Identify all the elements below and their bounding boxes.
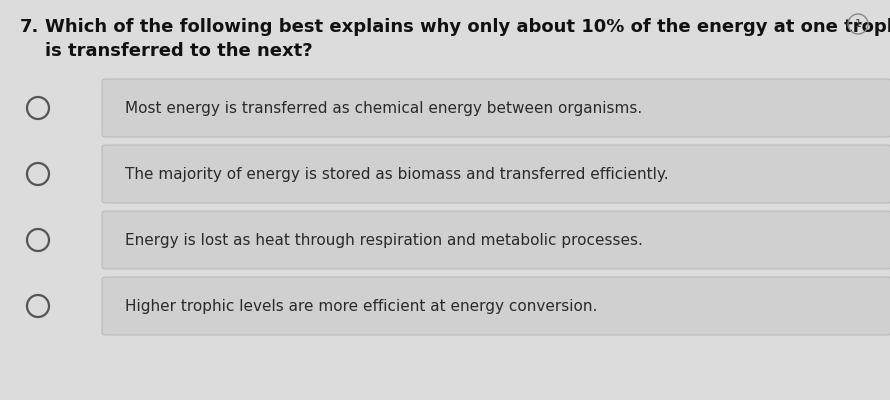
- FancyBboxPatch shape: [102, 79, 890, 137]
- Text: 7.: 7.: [20, 18, 39, 36]
- Text: 1: 1: [854, 19, 862, 29]
- Text: Higher trophic levels are more efficient at energy conversion.: Higher trophic levels are more efficient…: [125, 298, 597, 314]
- FancyBboxPatch shape: [102, 277, 890, 335]
- FancyBboxPatch shape: [102, 145, 890, 203]
- Text: Which of the following best explains why only about 10% of the energy at one tro: Which of the following best explains why…: [45, 18, 890, 36]
- Text: Most energy is transferred as chemical energy between organisms.: Most energy is transferred as chemical e…: [125, 100, 643, 116]
- Text: is transferred to the next?: is transferred to the next?: [45, 42, 312, 60]
- Text: The majority of energy is stored as biomass and transferred efficiently.: The majority of energy is stored as biom…: [125, 166, 668, 182]
- Text: Energy is lost as heat through respiration and metabolic processes.: Energy is lost as heat through respirati…: [125, 232, 643, 248]
- FancyBboxPatch shape: [102, 211, 890, 269]
